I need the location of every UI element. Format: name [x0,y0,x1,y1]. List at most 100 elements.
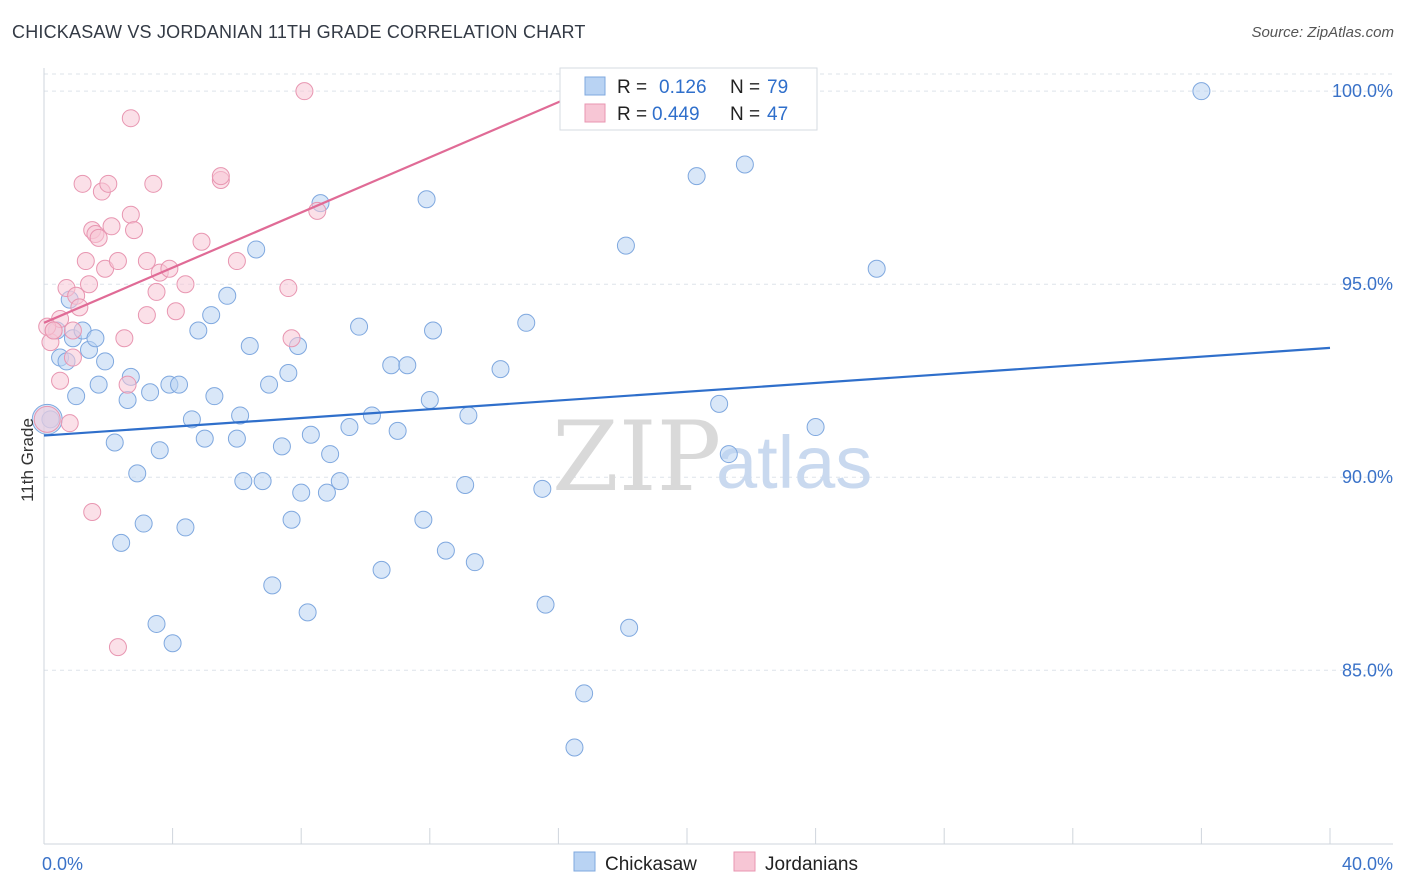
jordanian-point [83,502,102,521]
chickasaw-trend-line [43,346,1331,437]
jordanian-point [63,348,82,367]
chickasaw-point [163,634,182,653]
jordanian-point [121,109,140,128]
chickasaw-point [189,321,208,340]
bottom-legend-label-chickasaw: Chickasaw [605,854,697,875]
jordanian-point [44,321,63,340]
chickasaw-point [86,329,105,348]
watermark-atlas: atlas [716,421,872,504]
chickasaw-point [420,391,439,410]
jordanian-point [227,252,246,271]
jordanian-point [80,275,99,294]
chickasaw-point [118,391,137,410]
chickasaw-point [298,603,317,622]
legend-box: R = 0.126 N = 79 R = 0.449 N = 47 [559,67,818,131]
legend-r-value: 0.449 [652,104,700,125]
jordanian-point [295,82,314,101]
chickasaw-point [202,306,221,325]
chickasaw-point [719,445,738,464]
legend-swatch-chickasaw [584,76,606,96]
chickasaw-point [195,429,214,448]
jordanian-point [63,321,82,340]
source-label: Source: ZipAtlas.com [1251,24,1394,41]
jordanian-points [33,82,655,657]
chickasaw-point [234,472,253,491]
jordanian-point [51,371,70,390]
chickasaw-point [565,738,584,757]
x-tick-label-min: 0.0% [42,854,83,874]
chickasaw-point [205,387,224,406]
jordanian-point [102,217,121,236]
chickasaw-point [806,418,825,437]
chickasaw-point [227,429,246,448]
chickasaw-point [150,441,169,460]
bottom-legend-label-jordanians: Jordanians [765,854,858,875]
bottom-legend-swatch-chickasaw [573,851,596,872]
grid-lines [44,73,1393,671]
legend-n-label: N = [730,77,760,98]
chickasaw-point [517,313,536,332]
chickasaw-point [533,479,552,498]
chickasaw-point [67,387,86,406]
jordanian-point [192,232,211,251]
chickasaw-point [536,595,555,614]
chickasaw-point [867,259,886,278]
chickasaw-point [414,510,433,529]
jordanian-point [166,302,185,321]
chickasaw-point [382,356,401,375]
jordanian-point [282,329,301,348]
jordanian-point [89,228,108,247]
jordanian-point [279,279,298,298]
chickasaw-point [170,375,189,394]
chickasaw-point [231,406,250,425]
chickasaw-point [182,410,201,429]
chickasaw-point [282,510,301,529]
jordanian-point [147,282,166,301]
chickasaw-point [459,406,478,425]
chickasaw-point [147,614,166,633]
chickasaw-point [710,394,729,413]
chickasaw-point [253,472,272,491]
jordanian-point [33,405,61,433]
jordanian-point [73,174,92,193]
chickasaw-point [340,418,359,437]
chickasaw-point [96,352,115,371]
jordanian-point [144,174,163,193]
chickasaw-point [687,167,706,186]
jordanian-point [137,252,156,271]
chickasaw-point [362,406,381,425]
jordanian-point [176,275,195,294]
chickasaw-point [330,472,349,491]
y-tick-labels: 85.0% 90.0% 95.0% 100.0% [1332,81,1393,680]
y-tick-label: 85.0% [1342,660,1393,680]
chickasaw-point [279,363,298,382]
chickasaw-point [372,560,391,579]
chickasaw-point [128,464,147,483]
chickasaw-point [465,553,484,572]
legend-n-value: 47 [767,104,788,125]
jordanian-point [60,414,79,433]
chickasaw-point [398,356,417,375]
chickasaw-point [491,360,510,379]
x-tick-label-max: 40.0% [1342,854,1393,874]
chickasaw-point [247,240,266,259]
y-tick-label: 100.0% [1332,81,1393,101]
chickasaw-point [321,445,340,464]
y-tick-label: 90.0% [1342,467,1393,487]
chickasaw-point [350,317,369,336]
chickasaw-point [436,541,455,560]
chickasaw-point [292,483,311,502]
y-axis-title: 11th Grade [18,418,37,502]
jordanian-trend-line [43,90,585,324]
jordanian-point [118,375,137,394]
jordanian-point [125,221,144,240]
legend-r-label: R = [617,77,647,98]
chickasaw-point [240,336,259,355]
jordanian-point [76,252,95,271]
watermark: ZIP atlas [552,401,872,513]
chickasaw-point [735,155,754,174]
axes [43,68,1393,845]
jordanian-point [115,329,134,348]
chickasaw-point [620,618,639,637]
